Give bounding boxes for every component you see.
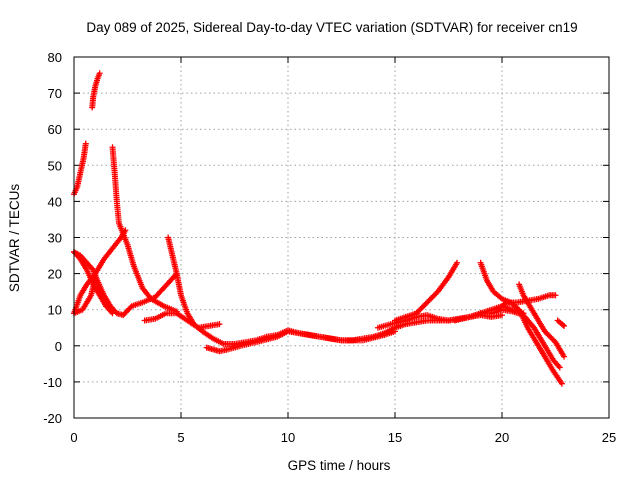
data-point [216, 321, 223, 328]
y-tick-label: 60 [48, 122, 62, 137]
data-point [103, 303, 110, 310]
data-point [561, 353, 568, 360]
chart-title: Day 089 of 2025, Sidereal Day-to-day VTE… [86, 20, 577, 35]
y-tick-label: 40 [48, 194, 62, 209]
data-point [559, 322, 566, 329]
data-point [392, 328, 398, 335]
y-tick-label: 50 [48, 158, 62, 173]
x-tick-label: 10 [281, 430, 295, 445]
y-tick-label: 0 [55, 339, 62, 354]
y-tick-label: 20 [48, 267, 62, 282]
y-tick-label: -10 [43, 375, 62, 390]
y-axis-label: SDTVAR / TECUs [7, 184, 22, 293]
x-tick-label: 25 [602, 430, 616, 445]
data-point [556, 364, 563, 371]
y-tick-label: 10 [48, 303, 62, 318]
grid-lines [74, 57, 609, 418]
data-point [82, 140, 89, 147]
x-axis-label: GPS time / hours [288, 458, 391, 473]
data-point [558, 380, 565, 387]
data-point [552, 292, 559, 299]
x-tick-label: 15 [388, 430, 402, 445]
y-tick-label: 70 [48, 86, 62, 101]
data-point [96, 70, 103, 77]
y-tick-label: 30 [48, 231, 62, 246]
x-tick-labels: 0 5 10 15 20 25 [70, 430, 616, 445]
plot-frame [73, 56, 610, 419]
data-point [561, 322, 568, 329]
y-tick-label: 80 [48, 50, 62, 65]
data-point [454, 259, 461, 266]
data-point [499, 312, 505, 319]
data-point [122, 227, 129, 234]
data-point [109, 310, 116, 317]
y-tick-labels: -20 -10 0 10 20 30 40 50 60 70 80 [43, 50, 62, 426]
x-tick-label: 5 [177, 430, 184, 445]
y-tick-label: -20 [43, 411, 62, 426]
data-point [127, 304, 134, 311]
data-markers [71, 70, 568, 387]
x-tick-label: 20 [495, 430, 509, 445]
x-tick-label: 0 [70, 430, 77, 445]
